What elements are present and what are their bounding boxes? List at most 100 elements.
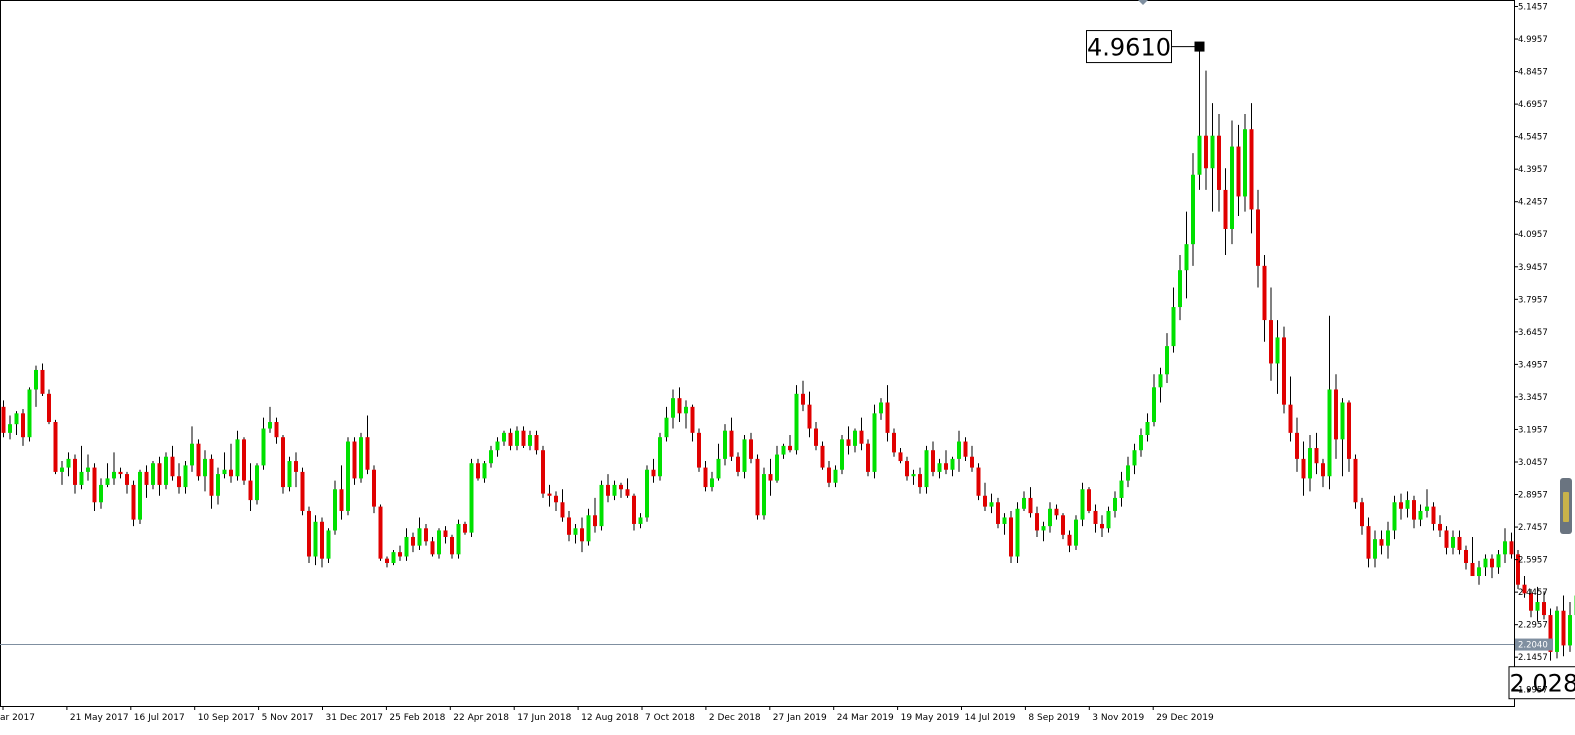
price-tick-label: 3.1957	[1518, 425, 1548, 435]
candle-body-down	[275, 422, 279, 437]
candle-body-up	[223, 470, 227, 474]
time-tick-label: 7 Oct 2018	[645, 713, 695, 723]
candle-body-up	[1341, 402, 1345, 439]
candle-body-down	[119, 472, 123, 474]
candle-body-down	[320, 522, 324, 559]
candle-body-up	[106, 478, 110, 485]
candle-body-up	[1042, 526, 1046, 530]
candle-body-down	[691, 407, 695, 433]
annotation-marker-icon[interactable]	[1195, 42, 1205, 52]
candle-body-up	[489, 450, 493, 463]
candle	[925, 446, 929, 494]
price-tick-label: 3.9457	[1518, 263, 1548, 273]
candle	[379, 504, 383, 560]
candle-body-down	[1354, 459, 1358, 502]
candle-body-down	[1035, 513, 1039, 530]
candle-body-up	[359, 437, 363, 478]
candle-body-down	[567, 517, 571, 534]
candle-body-up	[190, 444, 194, 466]
candle-body-up	[236, 439, 240, 476]
candle	[353, 437, 357, 485]
time-tick-label: 12 Aug 2018	[581, 713, 639, 723]
candle-body-up	[333, 489, 337, 530]
candle-body-up	[684, 407, 688, 414]
candle-body-up	[1022, 498, 1026, 509]
side-scroll-handle[interactable]	[1560, 478, 1572, 534]
candle-body-up	[1159, 374, 1163, 387]
candle-body-up	[990, 502, 994, 506]
candle-body-down	[1237, 147, 1241, 197]
candle-body-up	[1451, 537, 1455, 548]
time-tick-label: 3 Nov 2019	[1092, 713, 1144, 723]
candle-body-up	[795, 394, 799, 450]
candle-body-down	[1367, 526, 1371, 559]
candle-body-down	[177, 476, 181, 487]
candle-body-down	[847, 439, 851, 446]
candle-body-up	[1113, 498, 1117, 511]
price-tick-label: 2.7457	[1518, 523, 1548, 533]
candle	[242, 437, 246, 485]
candle-body-up	[1178, 270, 1182, 307]
candle-body-up	[957, 442, 961, 459]
candle-body-up	[1503, 541, 1507, 554]
candle-body-up	[671, 398, 675, 418]
candle-body-down	[1458, 537, 1462, 550]
candle-body-down	[1464, 550, 1468, 563]
price-tick-label: 2.8957	[1518, 491, 1548, 501]
candle	[1016, 502, 1020, 563]
candle-body-up	[574, 528, 578, 535]
price-tick-label: 4.0957	[1518, 230, 1548, 240]
time-tick-label: 27 Jan 2019	[773, 713, 827, 723]
time-tick-label: 25 Feb 2018	[389, 713, 445, 723]
price-tick-label: 3.7957	[1518, 295, 1548, 305]
candle	[132, 481, 136, 527]
candle	[1568, 602, 1572, 652]
candle-body-up	[346, 442, 350, 511]
candle-body-down	[821, 446, 825, 468]
candle-body-up	[8, 424, 12, 433]
candle-body-up	[587, 515, 591, 541]
candle-body-up	[1120, 481, 1124, 498]
candle	[977, 463, 981, 500]
candle-body-down	[1295, 433, 1299, 459]
candle-body-up	[1230, 147, 1234, 229]
candle	[866, 439, 870, 476]
candle-body-up	[1276, 337, 1280, 363]
price-axis[interactable]: 5.14574.99574.84574.69574.54574.39574.24…	[1514, 3, 1553, 696]
candle-body-down	[736, 457, 740, 472]
candle-body-down	[1471, 563, 1475, 576]
candle-body-up	[405, 537, 409, 557]
candle-body-down	[145, 472, 149, 485]
candle-body-up	[912, 474, 916, 476]
candle-body-up	[853, 431, 857, 446]
candle-body-down	[93, 468, 97, 503]
candle	[359, 433, 363, 483]
candle-body-down	[372, 470, 376, 507]
candle-body-up	[1211, 136, 1215, 169]
candle-body-down	[281, 437, 285, 487]
time-tick-label: 2 Dec 2018	[709, 713, 761, 723]
candle-body-up	[418, 528, 422, 545]
candle-body-up	[392, 552, 396, 563]
candle-body-up	[879, 402, 883, 413]
candle-body-up	[262, 429, 266, 466]
candle-body-down	[964, 442, 968, 457]
candle-body-down	[561, 502, 565, 517]
candle-body-up	[834, 470, 838, 483]
candle-body-down	[814, 429, 818, 446]
candle	[457, 520, 461, 559]
candle-body-up	[1107, 511, 1111, 528]
candle-body-down	[522, 431, 526, 446]
candle-body-up	[1152, 387, 1156, 422]
candle	[281, 435, 285, 494]
candle-body-up	[710, 478, 714, 487]
candle	[600, 481, 604, 531]
time-tick-label: 21 May 2017	[70, 713, 129, 723]
candle-body-up	[1393, 502, 1397, 530]
candle	[164, 452, 168, 489]
price-tick-label: 3.4957	[1518, 360, 1548, 370]
candle-body-up	[600, 485, 604, 526]
